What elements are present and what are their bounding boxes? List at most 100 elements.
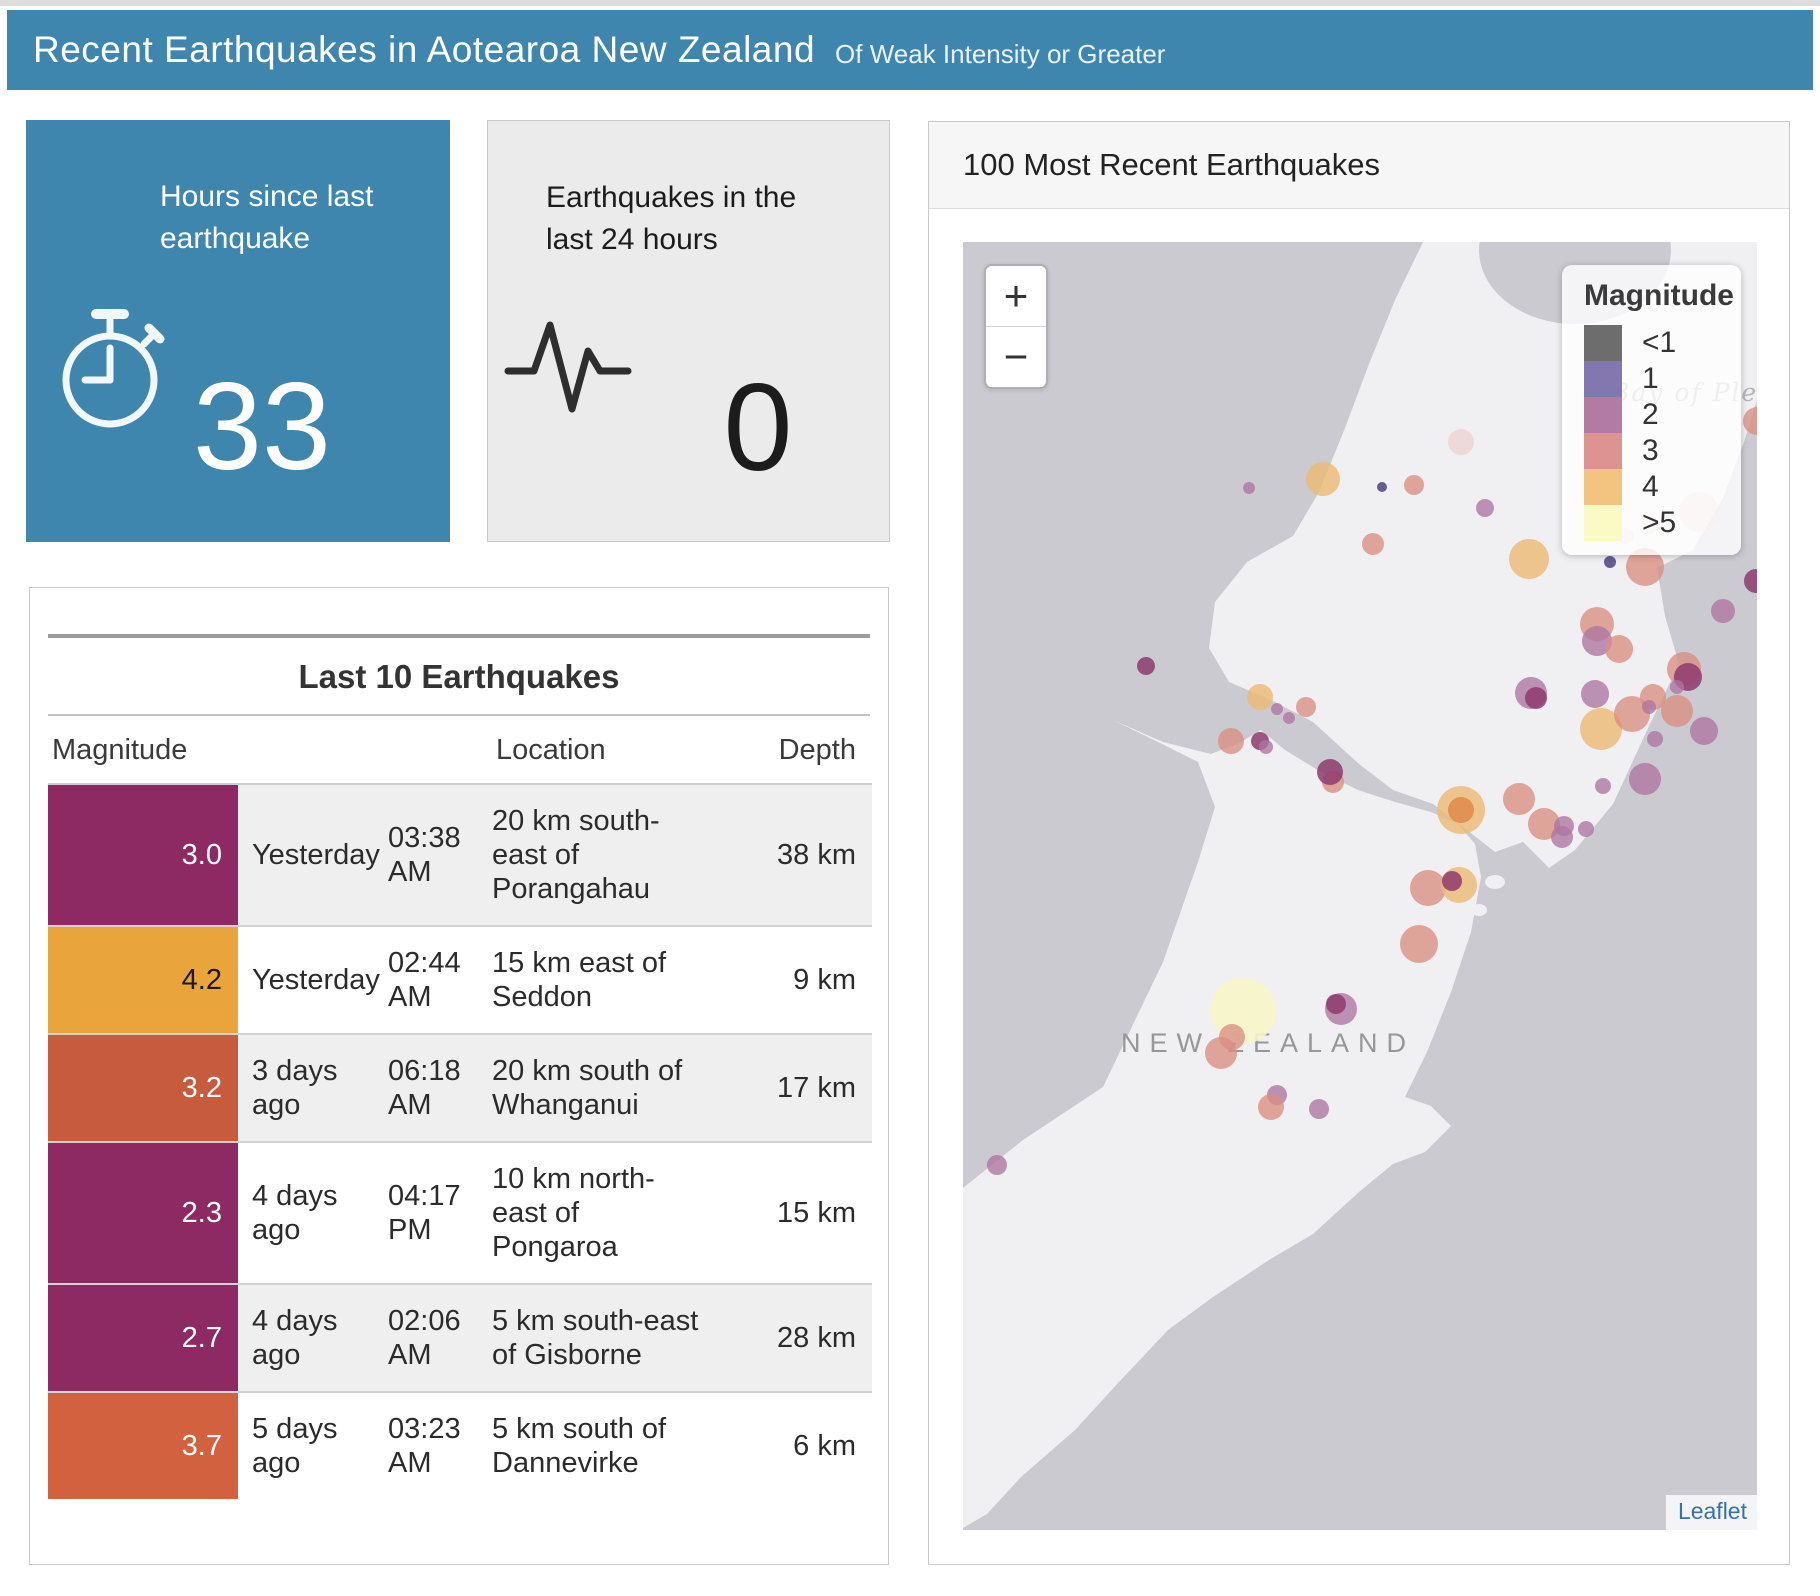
map-title: 100 Most Recent Earthquakes: [963, 147, 1381, 182]
earthquake-marker[interactable]: [1503, 783, 1535, 815]
legend-label: 4: [1642, 470, 1659, 503]
earthquake-marker[interactable]: [1377, 482, 1387, 492]
earthquake-marker[interactable]: [1271, 703, 1283, 715]
column-header-location: Location: [492, 716, 764, 785]
earthquake-marker[interactable]: [987, 1155, 1007, 1175]
earthquake-marker[interactable]: [1642, 700, 1656, 714]
legend-label: 1: [1642, 362, 1659, 395]
earthquake-marker[interactable]: [1476, 499, 1494, 517]
earthquake-marker[interactable]: [1247, 684, 1273, 710]
legend-swatch: [1584, 433, 1622, 469]
leaflet-map[interactable]: Bay of Ple NEW ZEALAND + − Magnitude <11…: [963, 242, 1757, 1530]
earthquake-marker[interactable]: [1205, 1037, 1237, 1069]
location-cell: 15 km east of Seddon: [492, 925, 764, 1034]
earthquake-marker[interactable]: [1259, 740, 1273, 754]
table-header-row: Magnitude Location Depth: [48, 716, 872, 785]
earthquake-marker[interactable]: [1410, 870, 1446, 906]
date-cell: 4 days ago: [238, 1283, 388, 1392]
legend-swatch: [1584, 469, 1622, 505]
date-cell: Yesterday: [238, 925, 388, 1034]
time-cell: 03:23 AM: [388, 1391, 492, 1499]
date-cell: 5 days ago: [238, 1391, 388, 1499]
stat-label: Hours since last earthquake: [160, 180, 374, 255]
zoom-out-button[interactable]: −: [986, 326, 1046, 387]
earthquake-marker[interactable]: [1442, 871, 1462, 891]
earthquake-marker[interactable]: [1629, 763, 1661, 795]
legend-item: 1: [1584, 361, 1741, 397]
legend-item: 2: [1584, 397, 1741, 433]
earthquake-marker[interactable]: [1578, 821, 1594, 837]
location-cell: 20 km south of Whanganui: [492, 1033, 764, 1142]
stopwatch-icon: [54, 298, 172, 437]
legend-item: <1: [1584, 325, 1741, 361]
table-row: 2.7 4 days ago 02:06 AM 5 km south-east of …: [48, 1283, 872, 1392]
magnitude-cell: 3.2: [48, 1033, 238, 1142]
depth-cell: 38 km: [764, 783, 872, 926]
page-top-strip: [0, 0, 1820, 6]
earthquake-marker[interactable]: [1137, 657, 1155, 675]
legend-swatch: [1584, 505, 1622, 541]
earthquake-marker[interactable]: [1317, 759, 1343, 785]
column-header-time: [388, 716, 492, 785]
table-title-rule: [48, 714, 870, 716]
magnitude-cell: 4.2: [48, 925, 238, 1034]
magnitude-cell: 2.7: [48, 1283, 238, 1392]
table-row: 3.2 3 days ago 06:18 AM 20 km south of Whan…: [48, 1033, 872, 1142]
depth-cell: 28 km: [764, 1283, 872, 1392]
earthquake-marker[interactable]: [1509, 539, 1549, 579]
earthquake-marker[interactable]: [1218, 728, 1244, 754]
date-cell: 3 days ago: [238, 1033, 388, 1142]
earthquake-marker[interactable]: [1400, 925, 1438, 963]
earthquake-marker[interactable]: [1525, 687, 1547, 709]
magnitude-cell: 2.3: [48, 1141, 238, 1284]
earthquake-marker[interactable]: [1743, 407, 1757, 435]
table-row: 4.2 Yesterday 02:44 AM 15 km east of Seddon…: [48, 925, 872, 1034]
earthquake-marker[interactable]: [1605, 635, 1633, 663]
earthquake-marker[interactable]: [1661, 695, 1693, 727]
map-zoom-control: + −: [984, 264, 1048, 389]
legend-swatch: [1584, 361, 1622, 397]
depth-cell: 15 km: [764, 1141, 872, 1284]
leaflet-attribution-link[interactable]: Leaflet: [1677, 1498, 1747, 1524]
earthquake-marker[interactable]: [1283, 712, 1295, 724]
earthquake-marker[interactable]: [1744, 569, 1757, 593]
time-cell: 02:44 AM: [388, 925, 492, 1034]
earthquake-marker[interactable]: [1551, 826, 1573, 848]
stat-value-quakes-24h: 0: [723, 359, 793, 497]
earthquake-marker[interactable]: [1604, 556, 1616, 568]
zoom-in-button[interactable]: +: [986, 266, 1046, 326]
legend-label: 2: [1642, 398, 1659, 431]
pulse-icon: [502, 309, 642, 434]
legend-item: 4: [1584, 469, 1741, 505]
earthquake-marker[interactable]: [1296, 697, 1316, 717]
earthquake-marker[interactable]: [1581, 680, 1609, 708]
earthquake-marker[interactable]: [1670, 680, 1684, 694]
earthquake-marker[interactable]: [1448, 429, 1474, 455]
date-cell: 4 days ago: [238, 1141, 388, 1284]
depth-cell: 9 km: [764, 925, 872, 1034]
table-row: 2.3 4 days ago 04:17 PM 10 km north-east of…: [48, 1141, 872, 1284]
earthquake-marker[interactable]: [1647, 731, 1663, 747]
legend-item: >5: [1584, 505, 1741, 541]
earthquake-marker[interactable]: [1404, 475, 1424, 495]
time-cell: 04:17 PM: [388, 1141, 492, 1284]
earthquake-marker[interactable]: [1711, 599, 1735, 623]
time-cell: 06:18 AM: [388, 1033, 492, 1142]
map-attribution: Leaflet: [1665, 1495, 1757, 1530]
earthquake-marker[interactable]: [1362, 533, 1384, 555]
earthquake-marker[interactable]: [1243, 482, 1255, 494]
earthquake-marker[interactable]: [1690, 717, 1718, 745]
table-top-rule: [48, 634, 870, 638]
time-cell: 02:06 AM: [388, 1283, 492, 1392]
earthquake-marker[interactable]: [1595, 778, 1611, 794]
earthquake-marker[interactable]: [1306, 462, 1340, 496]
page-title: Recent Earthquakes in Aotearoa New Zeala…: [33, 29, 816, 70]
table-row: 3.7 5 days ago 03:23 AM 5 km south of Danne…: [48, 1391, 872, 1499]
magnitude-legend: Magnitude <1 1 2 3 4 >5: [1562, 265, 1741, 555]
earthquake-marker[interactable]: [1326, 994, 1346, 1014]
earthquake-marker[interactable]: [1258, 1094, 1284, 1120]
earthquake-marker[interactable]: [1309, 1099, 1329, 1119]
earthquake-marker[interactable]: [1448, 797, 1474, 823]
depth-cell: 6 km: [764, 1391, 872, 1499]
legend-label: 3: [1642, 434, 1659, 467]
